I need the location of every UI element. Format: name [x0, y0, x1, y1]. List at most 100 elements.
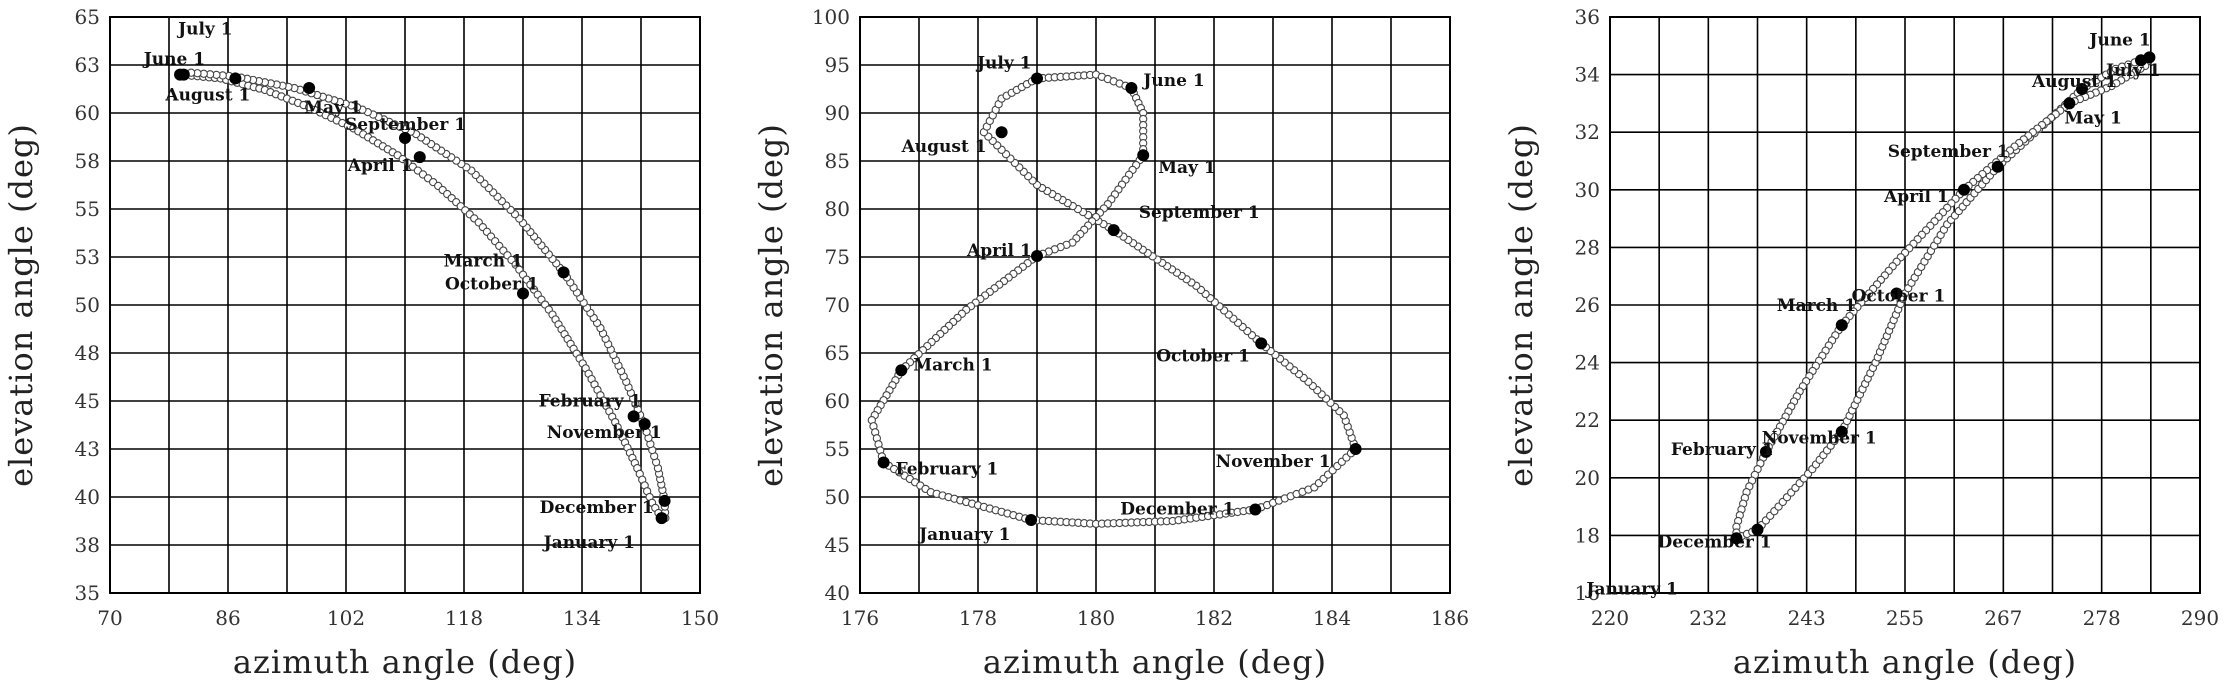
- month-marker: [177, 68, 190, 81]
- y-tick-label: 80: [825, 197, 850, 221]
- y-tick-label: 40: [75, 485, 100, 509]
- y-tick-label: 24: [1575, 351, 1600, 375]
- plot-frame: [859, 16, 1451, 594]
- month-label: July 1: [2104, 61, 2161, 81]
- month-marker: [413, 151, 426, 164]
- month-marker: [1730, 532, 1743, 545]
- chart-panel-2: 176 178 180 182 184 186 40 45 50 55 60 65 70 75 80 85 90…: [752, 5, 1469, 681]
- y-tick-label: 16: [1575, 581, 1600, 605]
- month-marker: [1991, 160, 2004, 173]
- y-tick-label: 34: [1575, 63, 1600, 87]
- x-tick-label: 186: [1431, 606, 1469, 630]
- y-tick-label: 20: [1575, 466, 1600, 490]
- month-marker: [557, 266, 570, 279]
- plot-frame: [1609, 16, 2201, 594]
- y-tick-label: 60: [825, 389, 850, 413]
- x-tick-label: 255: [1886, 606, 1924, 630]
- month-label: August 1: [2031, 72, 2117, 92]
- y-tick-label: 50: [75, 293, 100, 317]
- y-tick-label: 43: [75, 437, 100, 461]
- month-marker: [1249, 503, 1262, 516]
- x-tick-label: 134: [563, 606, 601, 630]
- month-marker: [517, 287, 529, 300]
- month-label: January 1: [917, 525, 1010, 545]
- month-label: February 1: [539, 391, 642, 411]
- month-label: August 1: [901, 137, 987, 157]
- y-axis-label: elevation angle (deg): [2, 123, 40, 487]
- month-marker: [1958, 183, 1970, 196]
- month-marker: [1031, 72, 1043, 85]
- y-tick-label: 45: [75, 389, 100, 413]
- y-tick-label: 65: [825, 341, 850, 365]
- month-label: April 1: [966, 241, 1032, 261]
- y-tick-label: 22: [1575, 408, 1600, 432]
- y-tick-label: 35: [75, 581, 100, 605]
- month-label: May 1: [1158, 158, 1215, 178]
- month-label: October 1: [1156, 346, 1250, 366]
- month-label: June 1: [1141, 71, 1204, 91]
- y-tick-label: 70: [825, 293, 850, 317]
- x-axis-label: azimuth angle (deg): [1733, 643, 2077, 681]
- y-tick-label: 55: [825, 437, 850, 461]
- month-marker: [303, 82, 316, 95]
- x-tick-label: 243: [1788, 606, 1826, 630]
- y-tick-label: 38: [75, 533, 100, 557]
- month-label: March 1: [1777, 296, 1856, 316]
- x-tick-label: 232: [1689, 606, 1727, 630]
- month-marker: [895, 364, 908, 377]
- month-marker: [1835, 319, 1848, 332]
- month-label: January 1: [542, 533, 635, 553]
- month-marker: [1751, 523, 1764, 536]
- x-axis-label: azimuth angle (deg): [233, 643, 577, 681]
- month-label: June 1: [142, 50, 205, 70]
- series-trace: [1732, 53, 2154, 543]
- month-marker: [655, 512, 668, 525]
- y-tick-label: 85: [825, 149, 850, 173]
- month-marker: [1759, 445, 1772, 458]
- month-marker: [1137, 149, 1150, 162]
- y-tick-label: 95: [825, 53, 850, 77]
- month-label: October 1: [445, 274, 539, 294]
- x-tick-label: 176: [841, 606, 879, 630]
- month-marker: [1031, 250, 1043, 263]
- x-tick-label: 267: [1984, 606, 2022, 630]
- x-tick-label: 220: [1591, 606, 1629, 630]
- x-tick-label: 184: [1313, 606, 1351, 630]
- month-marker: [1349, 443, 1362, 455]
- y-tick-label: 63: [75, 53, 100, 77]
- series-trace: [867, 70, 1360, 529]
- month-label: December 1: [1120, 499, 1234, 519]
- x-tick-label: 70: [97, 606, 122, 630]
- month-label: March 1: [444, 251, 523, 271]
- month-label: August 1: [164, 85, 250, 105]
- month-label: October 1: [1852, 286, 1946, 306]
- y-tick-label: 40: [825, 581, 850, 605]
- month-marker: [1025, 514, 1038, 527]
- month-label: March 1: [913, 355, 992, 375]
- y-tick-label: 60: [75, 101, 100, 125]
- x-tick-label: 180: [1077, 606, 1115, 630]
- month-marker: [399, 131, 411, 144]
- y-tick-label: 90: [825, 101, 850, 125]
- y-tick-label: 50: [825, 485, 850, 509]
- month-label: June 1: [2087, 30, 2150, 50]
- month-label: July 1: [975, 53, 1032, 73]
- x-tick-label: 182: [1195, 606, 1233, 630]
- y-tick-label: 58: [75, 149, 100, 173]
- month-label: January 1: [1584, 579, 1677, 599]
- y-tick-label: 75: [825, 245, 850, 269]
- y-axis-label: elevation angle (deg): [1502, 123, 1540, 487]
- y-tick-label: 100: [812, 5, 850, 29]
- month-marker: [877, 456, 890, 469]
- month-label: April 1: [1883, 187, 1949, 207]
- y-tick-label: 32: [1575, 120, 1600, 144]
- month-label: May 1: [304, 98, 361, 118]
- month-marker: [658, 494, 671, 507]
- month-marker: [1125, 82, 1138, 95]
- x-tick-label: 290: [2181, 606, 2219, 630]
- x-tick-label: 278: [2083, 606, 2121, 630]
- y-tick-label: 45: [825, 533, 850, 557]
- month-marker: [1255, 337, 1268, 350]
- month-label: December 1: [540, 498, 654, 518]
- month-label: July 1: [176, 20, 233, 40]
